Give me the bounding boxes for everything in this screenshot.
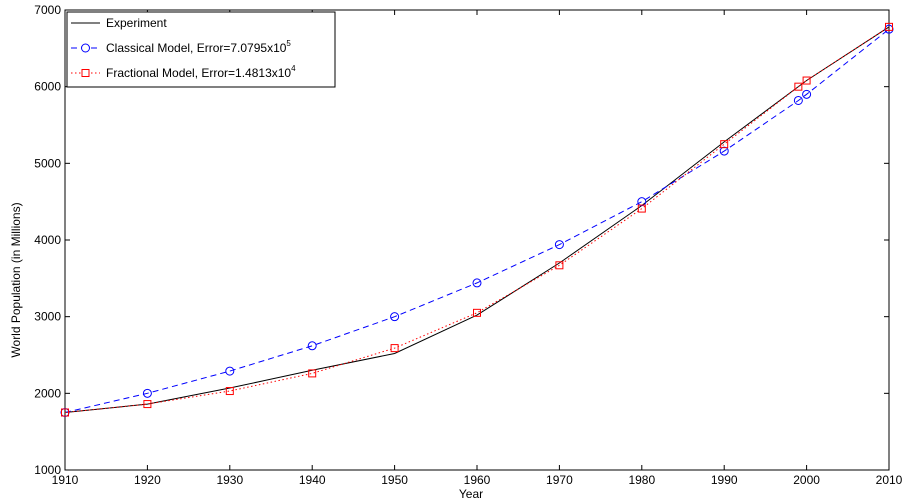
legend-label: Fractional Model, Error=1.4813x104: [106, 64, 296, 80]
legend-box: [66, 11, 336, 88]
data-point: [225, 366, 235, 376]
data-point: [720, 140, 729, 149]
data-point: [637, 204, 646, 213]
data-point: [308, 369, 317, 378]
data-point: [555, 261, 564, 270]
data-point: [61, 408, 69, 417]
y-axis-label: World Population (in Millions): [9, 202, 23, 357]
series-line: [64, 28, 890, 413]
y-tick-label: 6000: [34, 80, 61, 94]
legend-marker: [81, 69, 90, 77]
data-point: [885, 22, 893, 31]
axes: 1910 1920 1930 1940 1950 1960 1970 1980 1990 2000…: [34, 3, 902, 487]
y-tick-label: 1000: [34, 463, 61, 477]
data-point: [719, 146, 729, 156]
data-point: [473, 308, 481, 317]
series-layer: [60, 22, 894, 417]
data-point: [143, 400, 152, 409]
x-tick-label: 1970: [546, 473, 573, 487]
legend-item-0: Experiment: [71, 16, 167, 30]
x-tick-label: 1940: [299, 473, 326, 487]
legend-label: Experiment: [106, 16, 167, 30]
legend-label-text: Experiment: [106, 16, 167, 30]
y-tick-label: 3000: [34, 310, 61, 324]
data-point: [307, 341, 317, 351]
legend-item-2: Fractional Model, Error=1.4813x104: [71, 64, 296, 80]
series-line: [64, 26, 890, 413]
x-tick-label: 1910: [52, 473, 79, 487]
x-axis-label: Year: [459, 487, 483, 501]
data-point: [472, 278, 482, 288]
legend-label-text: Fractional Model, Error=1.4813x10: [106, 66, 291, 80]
x-tick-label: 1930: [216, 473, 243, 487]
data-point: [390, 344, 399, 353]
data-point: [225, 387, 234, 396]
legend-label-exponent: 4: [291, 64, 296, 73]
data-point: [793, 95, 803, 105]
data-point: [802, 89, 812, 99]
series-2: [61, 22, 893, 417]
data-point: [794, 82, 803, 91]
x-tick-label: 2000: [793, 473, 820, 487]
data-point: [142, 388, 152, 398]
x-tick-label: 2010: [876, 473, 903, 487]
x-tick-label: 1990: [711, 473, 738, 487]
legend-marker: [81, 43, 90, 53]
legend-label-text: Classical Model, Error=7.0795x10: [106, 41, 287, 55]
data-point: [802, 76, 811, 85]
data-point: [554, 240, 564, 250]
data-point: [637, 197, 647, 207]
y-tick-label: 4000: [34, 233, 61, 247]
series-line: [64, 26, 890, 413]
data-point: [390, 312, 400, 322]
y-tick-label: 2000: [34, 386, 61, 400]
legend-label-exponent: 5: [286, 39, 291, 48]
x-tick-label: 1980: [628, 473, 655, 487]
legend-item-1: Classical Model, Error=7.0795x105: [71, 39, 291, 55]
legend: Experiment Classical Model, Error=7.0795x…: [66, 11, 336, 88]
x-tick-label: 1920: [134, 473, 161, 487]
x-tick-label: 1960: [464, 473, 491, 487]
y-tick-label: 7000: [34, 3, 61, 17]
x-tick-label: 1950: [381, 473, 408, 487]
legend-label: Classical Model, Error=7.0795x105: [106, 39, 291, 55]
y-tick-label: 5000: [34, 156, 61, 170]
series-0: [64, 26, 890, 413]
